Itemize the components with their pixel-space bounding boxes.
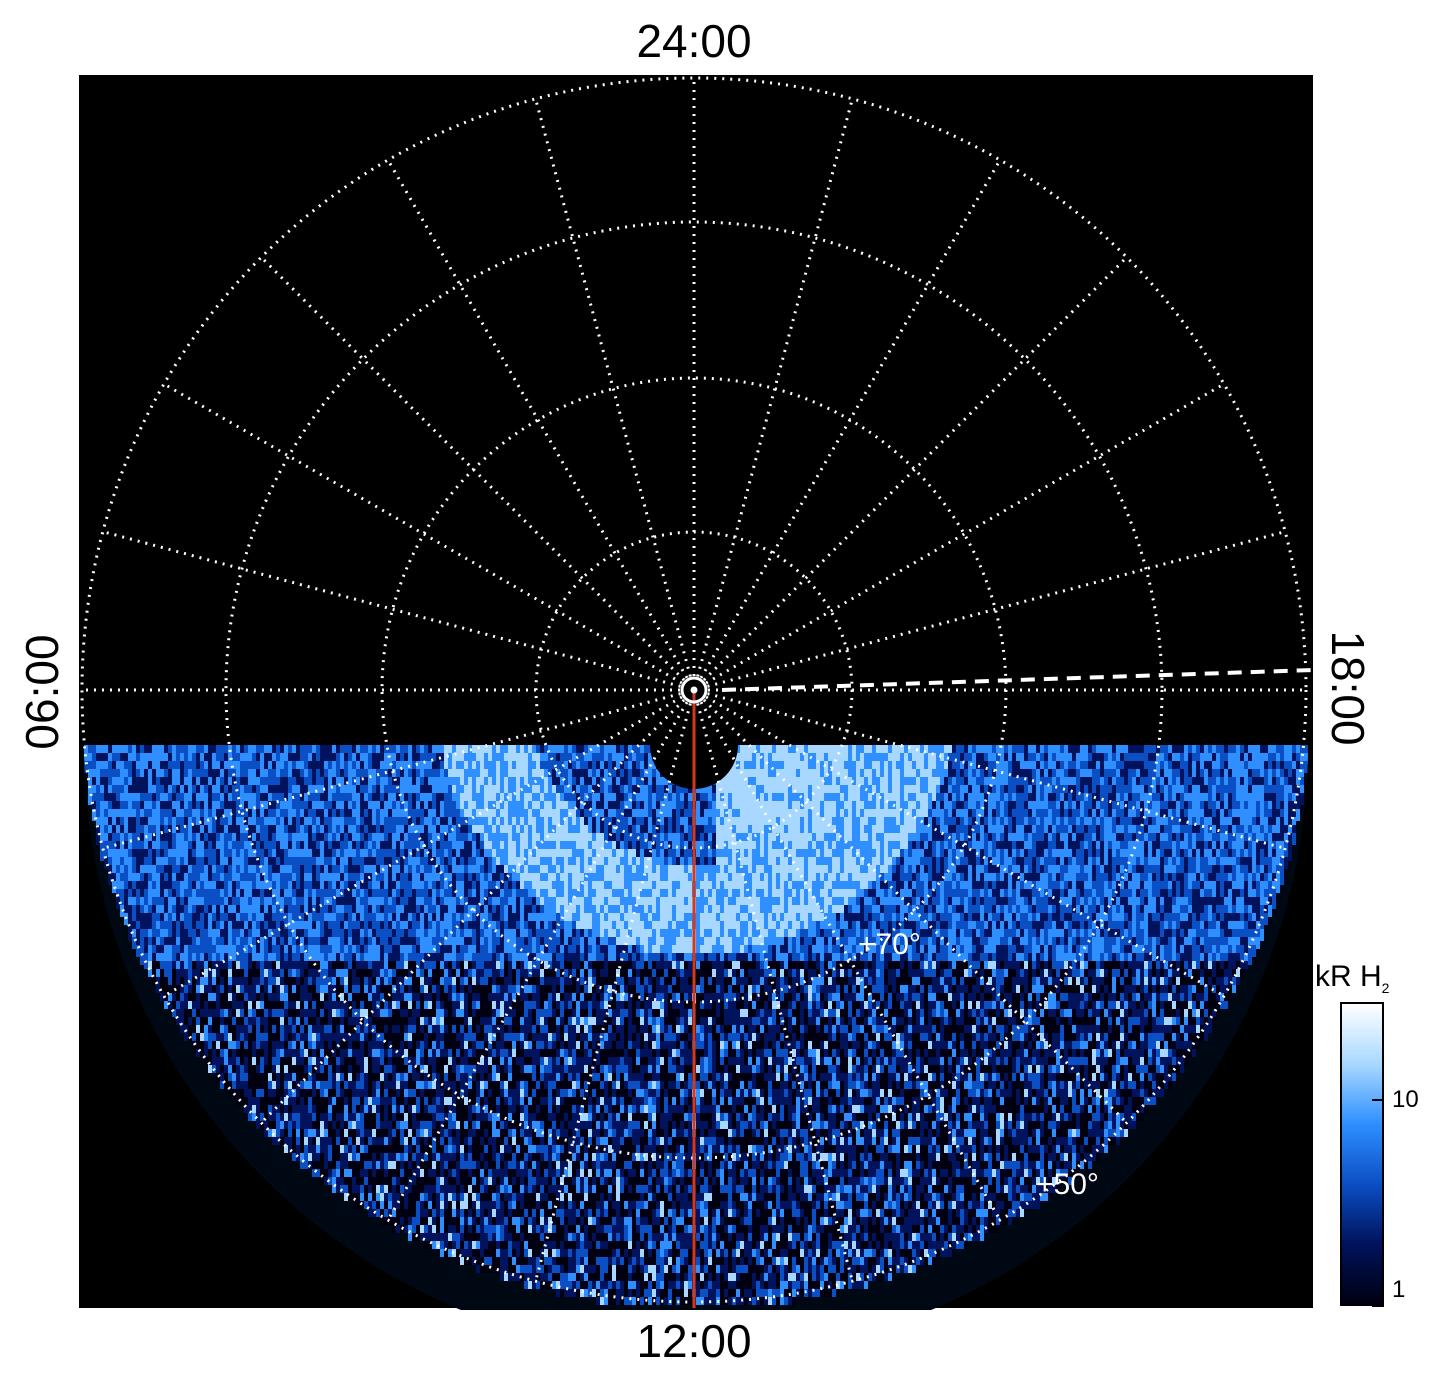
time-label-left: 06:00 [16,634,68,750]
colorbar-unit: kR H [1315,960,1382,993]
latitude-label-inner: +70° [858,928,921,961]
time-label-top: 24:00 [636,15,752,67]
colorbar-tick-mark [1372,1099,1384,1102]
local-time-spoke [702,256,1128,682]
local-time-spoke [705,382,1225,685]
local-time-spoke [534,98,692,677]
local-time-spoke [707,530,1286,688]
colorbar-tick-label: 1 [1392,1276,1406,1303]
latitude-ring [224,220,1164,1160]
latitude-label-outer: +50° [1036,1168,1099,1201]
colorbar-tick-label: 10 [1392,1086,1419,1114]
colorbar [1340,1002,1384,1306]
colorbar-title: kR H2 [1315,960,1390,996]
local-time-spoke [696,98,854,677]
time-label-right: 18:00 [1322,630,1374,746]
local-time-spoke [102,530,681,688]
pole-marker-icon [680,676,708,704]
local-time-spoke [163,382,683,685]
auroral-emission-map [84,745,1308,1310]
time-label-bottom: 12:00 [636,1315,752,1367]
colorbar-unit-subscript: 2 [1381,980,1390,996]
local-time-spoke [386,159,689,679]
terminator-dashed-line [721,668,1314,692]
pole-marker-dot [690,686,698,694]
colorbar-tick-mark [1372,1305,1384,1307]
